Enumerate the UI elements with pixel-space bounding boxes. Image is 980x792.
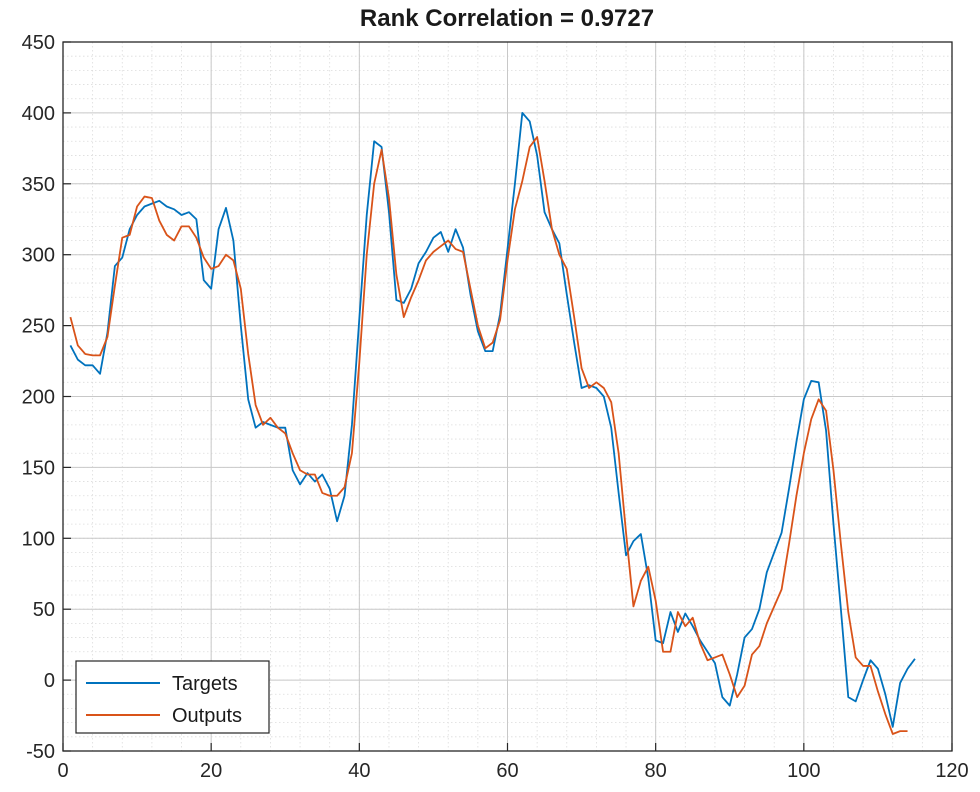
x-tick-label: 60 [496, 760, 518, 782]
y-tick-label: 200 [22, 387, 55, 409]
x-tick-label: 80 [645, 760, 667, 782]
series-line-outputs [69, 136, 908, 735]
chart-title: Rank Correlation = 0.9727 [360, 5, 654, 32]
y-tick-label: 350 [22, 174, 55, 196]
x-tick-label: 120 [935, 760, 968, 782]
y-tick-label: -50 [26, 741, 55, 763]
legend: Targets Outputs [75, 660, 270, 734]
y-tick-label: 450 [22, 32, 55, 54]
y-tick-label: 0 [44, 670, 55, 692]
x-tick-label: 0 [57, 760, 68, 782]
x-tick-label: 100 [787, 760, 820, 782]
x-tick-label: 40 [348, 760, 370, 782]
legend-box [75, 660, 270, 734]
legend-label-targets: Targets [172, 673, 238, 695]
y-tick-label: 400 [22, 103, 55, 125]
y-tick-label: 150 [22, 457, 55, 479]
series-layer [69, 112, 916, 735]
series-line-targets [69, 112, 916, 728]
y-tick-label: 50 [33, 599, 55, 621]
y-tick-label: 250 [22, 316, 55, 338]
y-tick-label: 100 [22, 528, 55, 550]
y-tick-label: 300 [22, 245, 55, 267]
axis-ticks: 0 20 40 60 80 100 120-500501001502002503003504… [22, 32, 969, 782]
x-tick-label: 20 [200, 760, 222, 782]
legend-label-outputs: Outputs [172, 705, 242, 727]
